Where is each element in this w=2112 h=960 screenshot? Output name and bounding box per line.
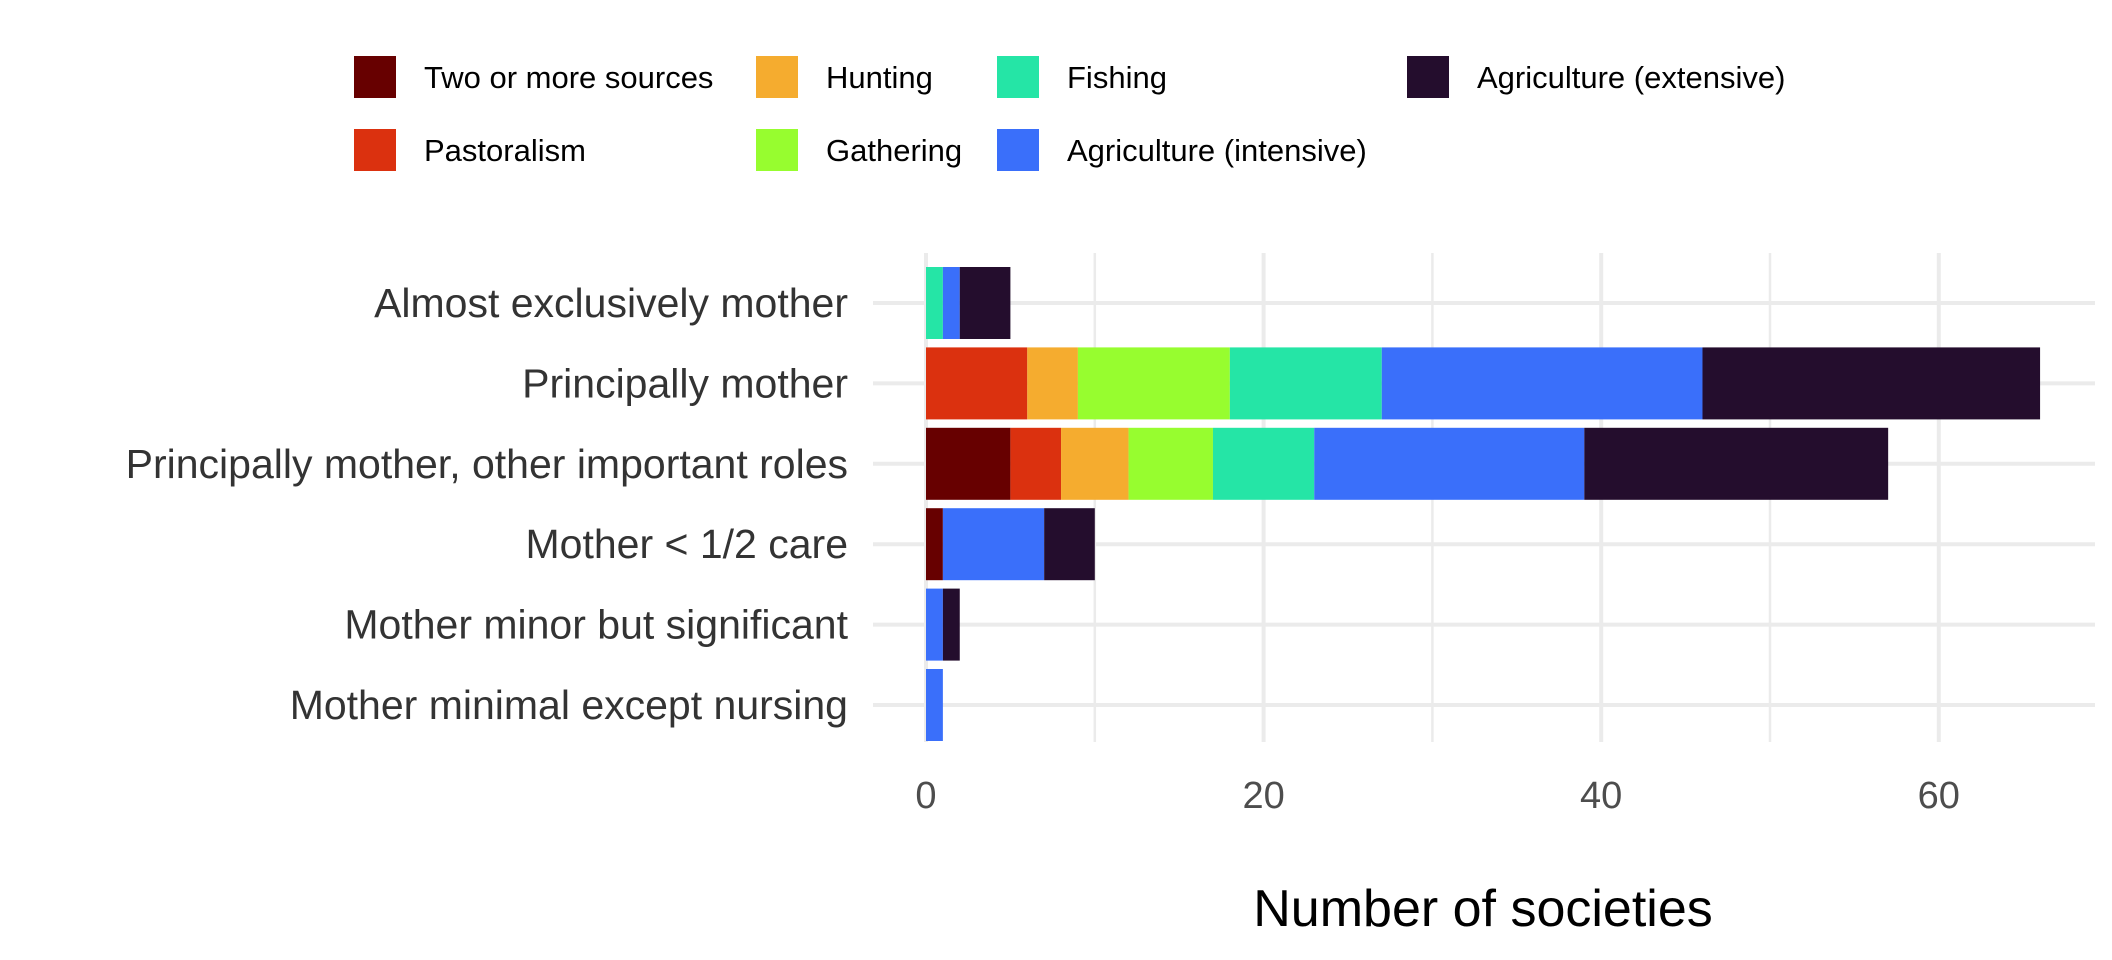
bar-segment-agriculture-extensive [959, 267, 1011, 339]
bar-segment-pastoralism [926, 347, 1028, 420]
y-axis-label: Principally mother [522, 360, 848, 406]
x-tick-label: 20 [1242, 775, 1284, 817]
y-axis-label: Mother minor but significant [344, 602, 848, 648]
bar-segment-agriculture-intensive [1314, 427, 1585, 500]
legend-swatch [354, 129, 396, 171]
bar-segment-hunting [1027, 347, 1078, 420]
legend-swatch [354, 56, 396, 98]
bar-segment-agriculture-extensive [1044, 508, 1095, 581]
y-axis-label: Mother minimal except nursing [290, 682, 848, 728]
x-tick-label: 0 [915, 775, 936, 817]
bar-segment-fishing [926, 267, 943, 339]
legend-swatch [997, 129, 1039, 171]
bar-segment-fishing [1212, 427, 1315, 500]
legend-label: Gathering [826, 133, 962, 168]
legend-label: Pastoralism [424, 133, 586, 168]
legend-item: Fishing [997, 56, 1167, 98]
legend-label: Fishing [1067, 60, 1167, 95]
legend-item: Gathering [756, 129, 962, 171]
bar-segment-agriculture-extensive [942, 588, 960, 661]
x-tick-label: 40 [1580, 775, 1622, 817]
legend-item: Pastoralism [354, 129, 586, 171]
x-axis-title: Number of societies [1253, 880, 1713, 938]
legend-label: Agriculture (intensive) [1067, 133, 1367, 168]
bar-segment-agriculture-intensive [926, 669, 943, 741]
bar-segment-two-or-more-sources [926, 508, 943, 581]
y-axis-label: Mother < 1/2 care [526, 521, 848, 567]
y-axis-label: Principally mother, other important role… [126, 441, 848, 487]
legend-swatch [997, 56, 1039, 98]
bar-segment-pastoralism [1010, 427, 1062, 500]
legend-item: Agriculture (intensive) [997, 129, 1367, 171]
bar-segment-hunting [1061, 427, 1129, 500]
bar-segment-two-or-more-sources [926, 427, 1011, 500]
bar-segment-agriculture-extensive [1584, 427, 1889, 500]
legend-item: Agriculture (extensive) [1407, 56, 1785, 98]
x-axis-ticks: 0 20 40 60 [915, 775, 1960, 817]
legend-item: Hunting [756, 56, 933, 98]
bar-segment-agriculture-extensive [1702, 347, 2041, 420]
bar-segment-gathering [1128, 427, 1213, 500]
y-axis-labels: Almost exclusively mother Principally mot… [126, 280, 849, 728]
bar-segment-agriculture-intensive [942, 267, 960, 339]
legend-swatch [1407, 56, 1449, 98]
legend-item: Two or more sources [354, 56, 713, 98]
y-axis-label: Almost exclusively mother [374, 280, 848, 326]
x-tick-label: 60 [1918, 775, 1960, 817]
bar-segment-fishing [1229, 347, 1382, 420]
bars [926, 267, 2041, 741]
legend: Two or more sources Pastoralism Hunting Gat… [354, 56, 1785, 171]
legend-swatch [756, 129, 798, 171]
legend-label: Agriculture (extensive) [1477, 60, 1785, 95]
bar-segment-gathering [1077, 347, 1230, 420]
bar-segment-agriculture-intensive [942, 508, 1045, 581]
legend-label: Two or more sources [424, 60, 713, 95]
bar-segment-agriculture-intensive [926, 588, 943, 661]
legend-label: Hunting [826, 60, 933, 95]
bar-segment-agriculture-intensive [1381, 347, 1703, 420]
legend-swatch [756, 56, 798, 98]
